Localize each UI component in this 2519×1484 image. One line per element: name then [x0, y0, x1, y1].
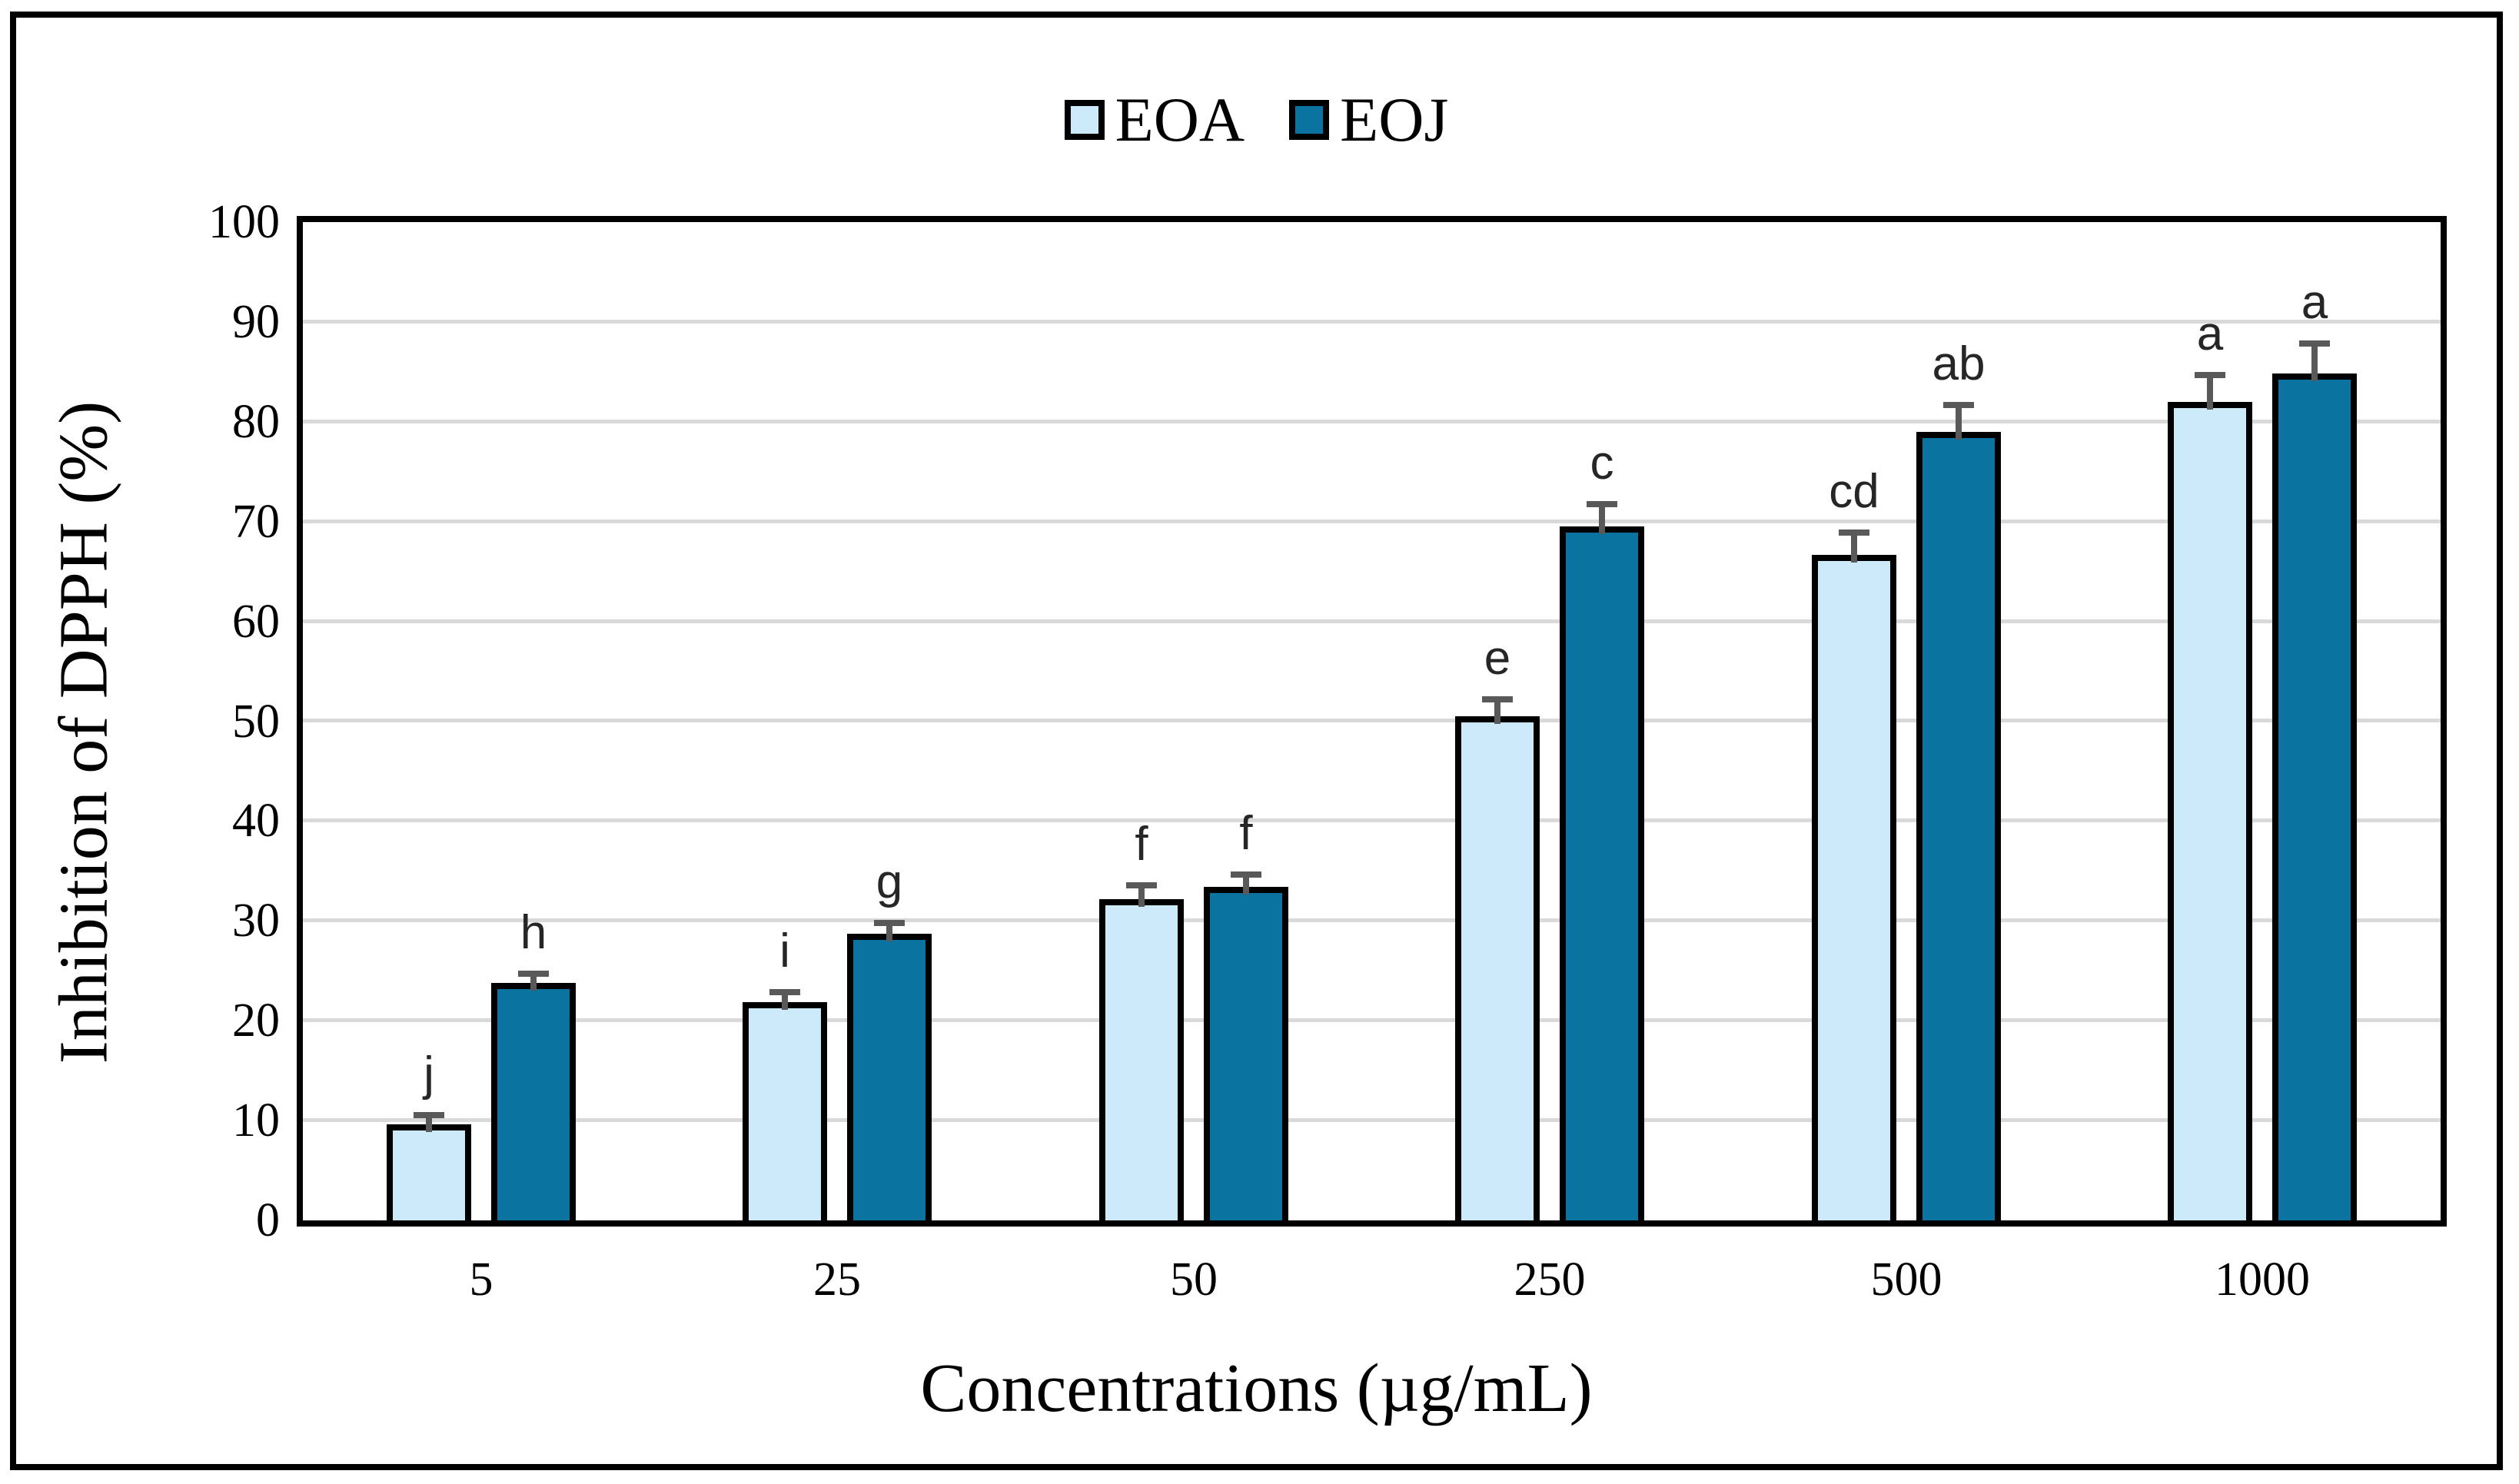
error-bar-eoj-25	[886, 926, 892, 941]
y-tick-label-60: 60	[232, 596, 280, 648]
error-cap-eoa-500	[1839, 530, 1869, 536]
legend-label-eoj: EOJ	[1340, 85, 1449, 154]
error-cap-eoa-5	[414, 1112, 444, 1118]
x-tick-label-500: 500	[1870, 1253, 1942, 1306]
gridline-50	[303, 719, 2441, 722]
y-tick-label-20: 20	[232, 994, 280, 1047]
sig-letter-eoj-5: h	[520, 906, 547, 959]
gridline-70	[303, 520, 2441, 523]
sig-letter-eoj-25: g	[876, 855, 903, 908]
bar-eoj-50	[1204, 887, 1288, 1220]
error-bar-eoj-50	[1243, 878, 1249, 895]
error-cap-eoa-250	[1482, 696, 1513, 702]
y-tick-label-80: 80	[232, 396, 280, 448]
legend-item-eoa: EOA	[1064, 85, 1245, 154]
x-axis-title: Concentrations (µg/mL)	[920, 1350, 1593, 1426]
legend-swatch-eoa-icon	[1064, 100, 1105, 140]
x-tick-label-250: 250	[1514, 1253, 1586, 1306]
sig-letter-eoj-1000: a	[2301, 276, 2328, 329]
error-cap-eoj-500	[1943, 402, 1974, 408]
x-tick-label-25: 25	[813, 1253, 861, 1306]
y-tick-label-50: 50	[232, 696, 280, 748]
x-tick-label-5: 5	[469, 1253, 493, 1306]
gridline-40	[303, 818, 2441, 822]
error-bar-eoa-250	[1494, 702, 1500, 724]
error-cap-eoj-50	[1231, 871, 1261, 878]
sig-letter-eoa-5: j	[424, 1047, 434, 1101]
gridline-80	[303, 420, 2441, 423]
error-bar-eoa-500	[1851, 536, 1857, 563]
gridline-90	[303, 320, 2441, 324]
bar-eoa-25	[743, 1002, 827, 1220]
bar-eoa-500	[1812, 555, 1896, 1220]
bar-eoa-1000	[2168, 402, 2252, 1220]
y-tick-label-70: 70	[232, 496, 280, 548]
sig-letter-eoj-50: f	[1239, 807, 1253, 860]
y-tick-label-0: 0	[256, 1194, 280, 1247]
error-bar-eoa-25	[782, 995, 788, 1010]
sig-letter-eoj-250: c	[1590, 437, 1614, 490]
x-tick-label-50: 50	[1170, 1253, 1218, 1306]
error-cap-eoa-1000	[2195, 372, 2225, 378]
error-cap-eoa-25	[769, 989, 800, 995]
error-bar-eoa-1000	[2207, 378, 2213, 410]
error-bar-eoj-5	[530, 977, 537, 991]
plot-area: j i f e cd a h g f c ab a	[297, 216, 2447, 1227]
sig-letter-eoj-500: ab	[1932, 337, 1986, 390]
bar-eoj-250	[1560, 526, 1644, 1220]
y-tick-label-100: 100	[208, 196, 280, 248]
sig-letter-eoa-25: i	[779, 925, 790, 978]
sig-letter-eoa-1000: a	[2196, 307, 2224, 360]
y-tick-label-30: 30	[232, 895, 280, 947]
error-bar-eoj-1000	[2311, 347, 2318, 381]
gridline-20	[303, 1018, 2441, 1022]
bar-eoj-25	[847, 934, 932, 1220]
bar-eoj-1000	[2272, 373, 2357, 1220]
sig-letter-eoa-250: e	[1484, 632, 1511, 685]
bar-eoa-5	[387, 1124, 471, 1220]
gridline-60	[303, 619, 2441, 623]
bar-eoa-50	[1099, 899, 1184, 1220]
sig-letter-eoa-500: cd	[1829, 465, 1879, 518]
y-tick-label-90: 90	[232, 296, 280, 348]
legend-item-eoj: EOJ	[1289, 88, 1448, 151]
bar-eoa-250	[1455, 716, 1540, 1220]
error-cap-eoj-5	[518, 971, 549, 977]
x-tick-label-1000: 1000	[2215, 1253, 2310, 1306]
error-cap-eoj-1000	[2299, 340, 2330, 347]
bar-eoj-5	[491, 983, 576, 1220]
error-cap-eoa-50	[1126, 882, 1157, 888]
gridline-10	[303, 1118, 2441, 1122]
error-bar-eoj-500	[1956, 408, 1962, 440]
error-bar-eoa-5	[426, 1118, 432, 1132]
sig-letter-eoa-50: f	[1135, 818, 1148, 871]
error-bar-eoa-50	[1138, 888, 1145, 907]
error-bar-eoj-250	[1599, 507, 1605, 534]
error-cap-eoj-250	[1587, 501, 1617, 507]
legend-swatch-eoj-icon	[1289, 100, 1330, 140]
gridline-30	[303, 918, 2441, 922]
figure-frame: EOA EOJ Inhibition of DPPH (%) j i f e cd a h g…	[10, 12, 2503, 1470]
error-cap-eoj-25	[874, 920, 905, 926]
y-tick-label-40: 40	[232, 795, 280, 847]
y-tick-label-10: 10	[232, 1094, 280, 1147]
bar-eoj-500	[1916, 432, 2001, 1220]
legend-label-eoa: EOA	[1115, 85, 1245, 154]
chart-legend: EOA EOJ	[16, 88, 2497, 151]
